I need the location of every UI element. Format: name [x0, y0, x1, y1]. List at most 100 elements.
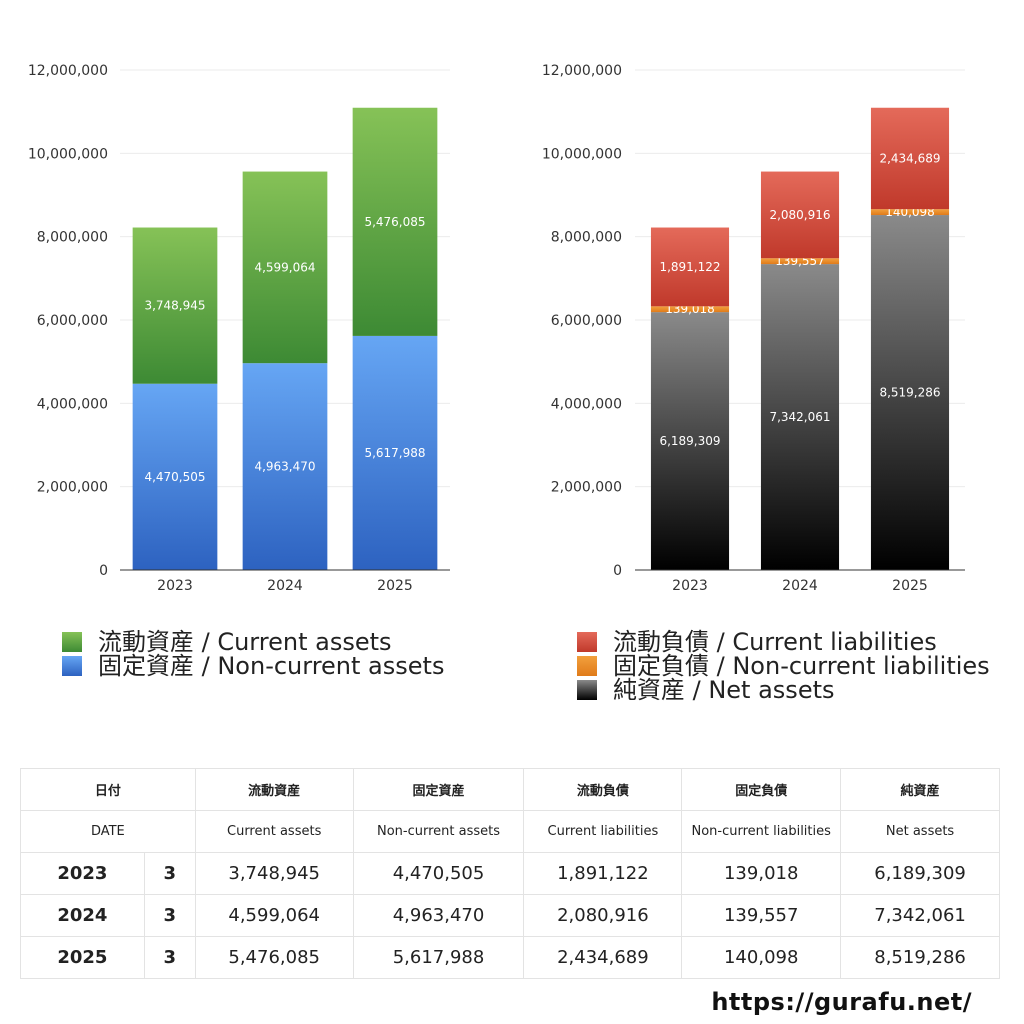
table-subheader-cell: Current assets [194, 810, 354, 853]
x-tick-label: 2025 [377, 578, 413, 594]
legend-item-noncurrent-liabilities: 固定負債 / Non-current liabilities [577, 654, 990, 678]
bar-segment [352, 335, 438, 570]
table-header-row: 日付 流動資産 固定資産 流動負債 固定負債 純資産 [20, 768, 1000, 811]
table-cell: 4,470,505 [352, 852, 525, 895]
table-year-cell: 2024 [20, 894, 145, 937]
table-row: 2025 3 5,476,085 5,617,988 2,434,689 140… [20, 936, 1000, 979]
site-url[interactable]: https://gurafu.net/ [711, 988, 972, 1016]
table-cell: 2,434,689 [523, 936, 683, 979]
legend-swatch-noncurrent-assets [62, 656, 82, 676]
assets-chart: 0 2,000,000 4,000,000 6,000,000 8,000,000 10,… [28, 63, 450, 594]
data-label: 5,617,988 [364, 446, 425, 460]
table-year-cell: 2023 [20, 852, 145, 895]
data-label: 5,476,085 [364, 215, 425, 229]
legend-item-noncurrent-assets: 固定資産 / Non-current assets [62, 654, 444, 678]
legend-item-current-assets: 流動資産 / Current assets [62, 630, 444, 654]
bar-segment [650, 312, 730, 570]
assets-legend: 流動資産 / Current assets 固定資産 / Non-current… [62, 630, 444, 678]
bar-segment [650, 306, 730, 313]
y-tick-label: 6,000,000 [37, 313, 108, 329]
x-tick-label: 2023 [672, 578, 708, 594]
y-tick-label: 10,000,000 [28, 146, 108, 162]
bar-segment [870, 209, 950, 216]
y-tick-label: 4,000,000 [551, 396, 622, 412]
legend-swatch-noncurrent-liabilities [577, 656, 597, 676]
x-tick-label: 2024 [267, 578, 303, 594]
y-tick-label: 12,000,000 [28, 63, 108, 79]
y-tick-label: 8,000,000 [37, 230, 108, 246]
table-subheader-cell: Net assets [840, 810, 1000, 853]
table-subheader-cell: Non-current assets [352, 810, 525, 853]
bar-segment [650, 227, 730, 307]
y-tick-label: 0 [99, 563, 108, 579]
legend-swatch-current-assets [62, 632, 82, 652]
liabilities-legend: 流動負債 / Current liabilities 固定負債 / Non-cu… [577, 630, 990, 702]
y-tick-label: 2,000,000 [37, 480, 108, 496]
table-year-cell: 2025 [20, 936, 145, 979]
bar-segment [760, 171, 840, 259]
legend-label: 固定資産 / Non-current assets [98, 652, 445, 680]
bar-segment [760, 264, 840, 570]
legend-label: 流動資産 / Current assets [98, 628, 392, 656]
table-cell: 7,342,061 [840, 894, 1000, 937]
table-header-cell: 流動負債 [523, 768, 683, 811]
table-cell: 139,018 [681, 852, 842, 895]
table-cell: 4,599,064 [194, 894, 354, 937]
x-tick-label: 2023 [157, 578, 193, 594]
table-header-cell: 流動資産 [194, 768, 354, 811]
data-label: 8,519,286 [879, 386, 940, 400]
table-cell: 3,748,945 [194, 852, 354, 895]
charts-canvas: 0 2,000,000 4,000,000 6,000,000 8,000,000 10,… [28, 63, 965, 594]
legend-item-net-assets: 純資産 / Net assets [577, 678, 990, 702]
legend-swatch-net-assets [577, 680, 597, 700]
table-month-cell: 3 [143, 936, 196, 979]
legend-label: 固定負債 / Non-current liabilities [613, 652, 990, 680]
table-cell: 5,476,085 [194, 936, 354, 979]
bar-segment [132, 227, 218, 384]
table-cell: 5,617,988 [352, 936, 525, 979]
table-cell: 139,557 [681, 894, 842, 937]
table-cell: 140,098 [681, 936, 842, 979]
y-tick-label: 12,000,000 [542, 63, 622, 79]
table-subheader-cell: Current liabilities [523, 810, 683, 853]
data-label: 4,963,470 [254, 460, 315, 474]
y-tick-label: 8,000,000 [551, 230, 622, 246]
table-header-cell: 固定資産 [352, 768, 525, 811]
bar-segment [352, 107, 438, 336]
bar-segment [132, 383, 218, 570]
bar-segment [870, 215, 950, 570]
table-header-cell: 固定負債 [681, 768, 842, 811]
bar-segment [760, 258, 840, 265]
table-cell: 8,519,286 [840, 936, 1000, 979]
y-tick-label: 6,000,000 [551, 313, 622, 329]
data-label: 4,599,064 [254, 260, 315, 274]
data-label: 4,470,505 [144, 470, 205, 484]
data-label: 3,748,945 [144, 299, 205, 313]
legend-label: 流動負債 / Current liabilities [613, 628, 937, 656]
bar-segment [242, 363, 328, 570]
x-tick-label: 2025 [892, 578, 928, 594]
table-cell: 6,189,309 [840, 852, 1000, 895]
y-tick-label: 0 [613, 563, 622, 579]
table-month-cell: 3 [143, 852, 196, 895]
data-label: 2,080,916 [769, 208, 830, 222]
table-row: 2024 3 4,599,064 4,963,470 2,080,916 139… [20, 894, 1000, 937]
legend-swatch-current-liabilities [577, 632, 597, 652]
bar-segment [870, 107, 950, 210]
y-tick-label: 10,000,000 [542, 146, 622, 162]
table-subheader-row: DATE Current assets Non-current assets C… [20, 810, 1000, 853]
data-table: 日付 流動資産 固定資産 流動負債 固定負債 純資産 DATE Current … [20, 768, 1000, 979]
y-tick-label: 2,000,000 [551, 480, 622, 496]
data-label: 2,434,689 [879, 151, 940, 165]
data-label: 1,891,122 [659, 260, 720, 274]
data-label: 6,189,309 [659, 434, 720, 448]
table-subheader-cell: Non-current liabilities [681, 810, 842, 853]
legend-label: 純資産 / Net assets [613, 676, 835, 704]
table-cell: 2,080,916 [523, 894, 683, 937]
table-month-cell: 3 [143, 894, 196, 937]
table-row: 2023 3 3,748,945 4,470,505 1,891,122 139… [20, 852, 1000, 895]
y-tick-label: 4,000,000 [37, 396, 108, 412]
table-header-cell: 日付 [20, 768, 196, 811]
x-tick-label: 2024 [782, 578, 818, 594]
table-cell: 4,963,470 [352, 894, 525, 937]
